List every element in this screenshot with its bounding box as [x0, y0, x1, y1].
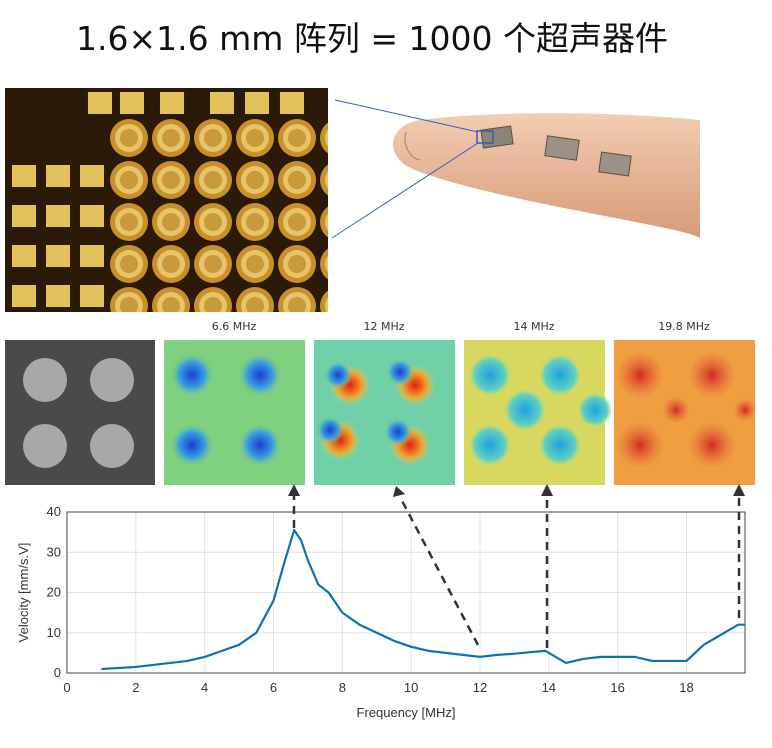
x-tick-label: 16	[610, 680, 624, 695]
sem-image	[5, 340, 155, 485]
plot: 0 10 20 30 40 0 2 4 6 8 10 12 14 16 18 Frequency [MHz] V…	[16, 504, 746, 720]
x-tick-label: 6	[270, 680, 277, 695]
y-tick-label: 40	[47, 504, 61, 519]
chip-photo	[5, 88, 328, 312]
x-tick-label: 14	[542, 680, 556, 695]
y-tick-label: 30	[47, 544, 61, 559]
heatmap-12	[314, 340, 455, 485]
x-tick-label: 4	[201, 680, 208, 695]
x-tick-label: 8	[339, 680, 346, 695]
panel-label: 6.6 MHz	[212, 320, 257, 333]
plot-frame	[66, 511, 746, 674]
panel-label: 19.8 MHz	[658, 320, 710, 333]
arrow-heads	[288, 484, 745, 497]
finger-photo	[331, 99, 700, 239]
title: 1.6×1.6 mm 阵列 = 1000 个超声器件	[76, 19, 668, 58]
x-tick-label: 10	[404, 680, 418, 695]
y-tick-label: 0	[54, 665, 61, 680]
y-axis-label: Velocity [mm/s.V]	[16, 543, 31, 643]
heatmap-19-8	[614, 340, 757, 485]
y-tick-label: 10	[47, 625, 61, 640]
x-tick-label: 18	[679, 680, 693, 695]
panel-label: 12 MHz	[363, 320, 404, 333]
arrows	[292, 495, 741, 648]
x-tick-label: 2	[132, 680, 139, 695]
y-tick-label: 20	[47, 585, 61, 600]
heatmap-6-6	[164, 340, 305, 485]
line	[101, 529, 745, 671]
x-tick-label: 12	[473, 680, 487, 695]
x-axis-label: Frequency [MHz]	[357, 705, 456, 720]
x-tick-label: 0	[63, 680, 70, 695]
heatmap-14	[464, 340, 613, 485]
panel-label: 14 MHz	[513, 320, 554, 333]
